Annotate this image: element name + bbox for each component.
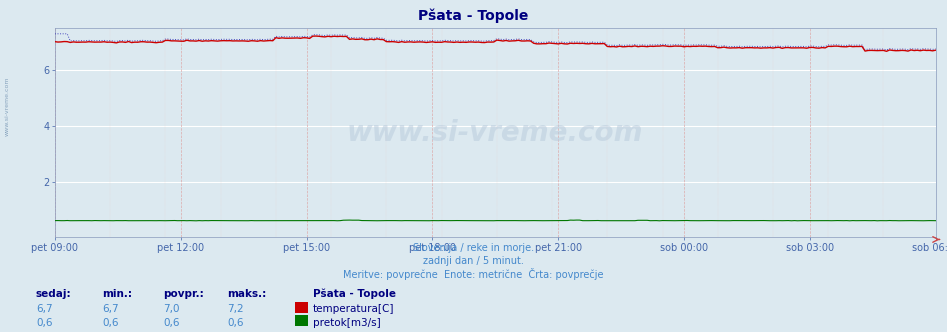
Text: 6,7: 6,7 (102, 304, 119, 314)
Text: Pšata - Topole: Pšata - Topole (419, 8, 528, 23)
Text: Slovenija / reke in morje.: Slovenija / reke in morje. (413, 243, 534, 253)
Text: Meritve: povprečne  Enote: metrične  Črta: povprečje: Meritve: povprečne Enote: metrične Črta:… (343, 268, 604, 280)
Text: 7,2: 7,2 (227, 304, 244, 314)
Text: maks.:: maks.: (227, 289, 266, 299)
Text: 7,0: 7,0 (163, 304, 179, 314)
Text: min.:: min.: (102, 289, 133, 299)
Text: www.si-vreme.com: www.si-vreme.com (347, 119, 644, 147)
Text: sedaj:: sedaj: (36, 289, 72, 299)
Text: 0,6: 0,6 (36, 318, 52, 328)
Text: 0,6: 0,6 (227, 318, 243, 328)
Text: www.si-vreme.com: www.si-vreme.com (5, 76, 9, 136)
Text: zadnji dan / 5 minut.: zadnji dan / 5 minut. (423, 256, 524, 266)
Text: 0,6: 0,6 (163, 318, 179, 328)
Text: Pšata - Topole: Pšata - Topole (313, 289, 396, 299)
Text: temperatura[C]: temperatura[C] (313, 304, 394, 314)
Text: 0,6: 0,6 (102, 318, 118, 328)
Text: povpr.:: povpr.: (163, 289, 204, 299)
Text: 6,7: 6,7 (36, 304, 53, 314)
Text: pretok[m3/s]: pretok[m3/s] (313, 318, 381, 328)
